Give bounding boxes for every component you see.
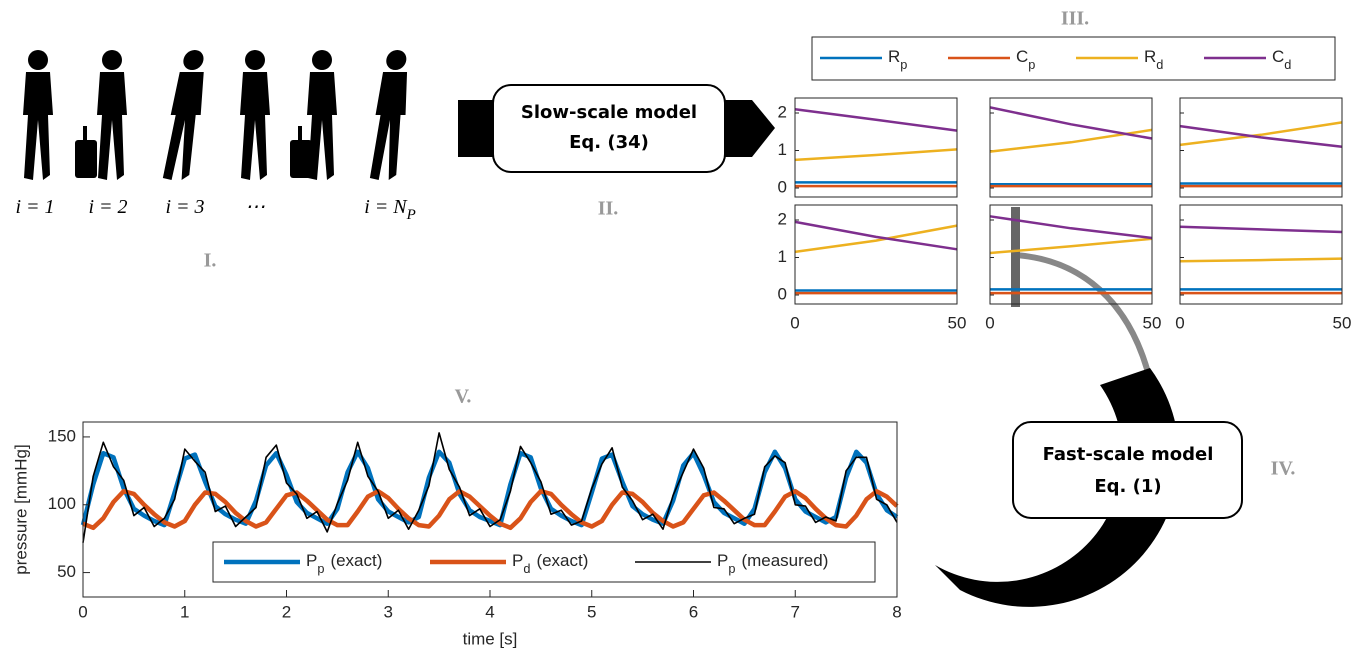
series-line xyxy=(794,224,958,254)
x-tick-label: 0 xyxy=(790,313,799,332)
legend-label-suffix: (exact) xyxy=(536,551,588,570)
series-line xyxy=(794,148,958,162)
x-tick-label: 0 xyxy=(985,313,994,332)
axes-frame xyxy=(794,204,958,305)
series-line xyxy=(989,237,1153,255)
series-line xyxy=(82,488,899,531)
axes-frame xyxy=(989,97,1153,198)
legend-label-sub: d xyxy=(523,561,530,576)
legend-label: Cp xyxy=(1016,47,1035,71)
x-tick-label: 2 xyxy=(282,602,291,621)
person-label: i = 2 xyxy=(88,196,127,218)
panel-label: V. xyxy=(455,386,472,408)
slow-arrow xyxy=(458,84,775,173)
person-label-main: i = N xyxy=(364,196,408,218)
x-tick-label: 0 xyxy=(1175,313,1184,332)
legend-label-sub: d xyxy=(1156,57,1163,72)
series-line xyxy=(1179,124,1343,149)
person-label-sub: P xyxy=(406,207,416,223)
x-tick-label: 50 xyxy=(1143,313,1162,332)
x-tick-label: 7 xyxy=(791,602,800,621)
legend-label-main: R xyxy=(888,47,900,66)
person-label: i = NP xyxy=(364,196,416,224)
legend-label-main: P xyxy=(306,551,317,570)
legend-label: Pd (exact) xyxy=(512,551,588,575)
legend-label-sub: p xyxy=(900,57,907,72)
x-tick-label: 4 xyxy=(485,602,494,621)
legend-box xyxy=(212,541,876,583)
x-tick-label: 3 xyxy=(384,602,393,621)
y-tick-label: 1 xyxy=(778,247,787,266)
legend-label-sub: p xyxy=(1028,57,1035,72)
x-tick-label: 6 xyxy=(689,602,698,621)
y-tick-label: 0 xyxy=(778,177,787,196)
y-tick-label: 50 xyxy=(57,562,76,581)
legend-label: Rp xyxy=(888,47,907,71)
legend-label-suffix: (measured) xyxy=(741,551,828,570)
legend-label-main: C xyxy=(1272,47,1284,66)
box-title: Slow-scale model xyxy=(521,102,697,123)
series-line xyxy=(989,106,1153,140)
legend-label: Rd xyxy=(1144,47,1163,71)
y-tick-label: 0 xyxy=(778,284,787,303)
axes-frame xyxy=(1179,204,1343,305)
legend-label-main: P xyxy=(717,551,728,570)
y-axis-label: pressure [mmHg] xyxy=(11,444,30,574)
legend-label-sub: p xyxy=(728,561,735,576)
connector xyxy=(1015,252,1153,381)
time-marker xyxy=(1011,207,1020,307)
panel-label: II. xyxy=(598,198,619,220)
x-tick-label: 50 xyxy=(1333,313,1352,332)
x-tick-label: 5 xyxy=(587,602,596,621)
legend-label: Pp (measured) xyxy=(717,551,828,575)
box-eq: Eq. (1) xyxy=(1094,476,1161,497)
series-line xyxy=(794,107,958,132)
y-tick-label: 2 xyxy=(778,102,787,121)
person-label-main: i = 1 xyxy=(15,196,54,218)
legend-label: Cd xyxy=(1272,47,1291,71)
series-line xyxy=(1179,257,1343,263)
legend-label-main: C xyxy=(1016,47,1028,66)
person-label-main: ⋯ xyxy=(245,196,265,218)
x-tick-label: 8 xyxy=(892,602,901,621)
panel-label: IV. xyxy=(1271,458,1296,480)
legend-label-main: P xyxy=(512,551,523,570)
y-tick-label: 100 xyxy=(48,494,76,513)
series-line xyxy=(1179,121,1343,147)
x-axis-label: time [s] xyxy=(463,629,518,648)
legend-label: Pp (exact) xyxy=(306,551,382,575)
panel-label: I. xyxy=(204,250,217,272)
axes-frame xyxy=(1179,97,1343,198)
y-tick-label: 150 xyxy=(48,426,76,445)
series-line xyxy=(989,215,1153,240)
x-tick-label: 0 xyxy=(78,602,87,621)
person-label: ⋯ xyxy=(245,196,265,218)
legend-label-suffix: (exact) xyxy=(330,551,382,570)
axes-frame xyxy=(82,421,898,598)
series-line xyxy=(82,432,898,543)
fast-arrow xyxy=(935,368,1243,607)
legend-label-sub: d xyxy=(1284,57,1291,72)
person-label-main: i = 2 xyxy=(88,196,127,218)
silhouettes xyxy=(23,50,413,180)
person-label-main: i = 3 xyxy=(165,196,204,218)
panel-label: III. xyxy=(1061,8,1089,30)
y-tick-label: 2 xyxy=(778,209,787,228)
axes-frame xyxy=(989,204,1153,305)
person-label: i = 1 xyxy=(15,196,54,218)
axes-frame xyxy=(794,97,958,198)
legend-label-main: R xyxy=(1144,47,1156,66)
series-line xyxy=(1179,225,1343,234)
box-eq: Eq. (34) xyxy=(569,132,649,153)
y-tick-label: 1 xyxy=(778,140,787,159)
series-line xyxy=(794,220,958,251)
person-label: i = 3 xyxy=(165,196,204,218)
x-tick-label: 50 xyxy=(948,313,967,332)
box-title: Fast-scale model xyxy=(1043,444,1214,465)
legend-label-sub: p xyxy=(317,561,324,576)
x-tick-label: 1 xyxy=(180,602,189,621)
